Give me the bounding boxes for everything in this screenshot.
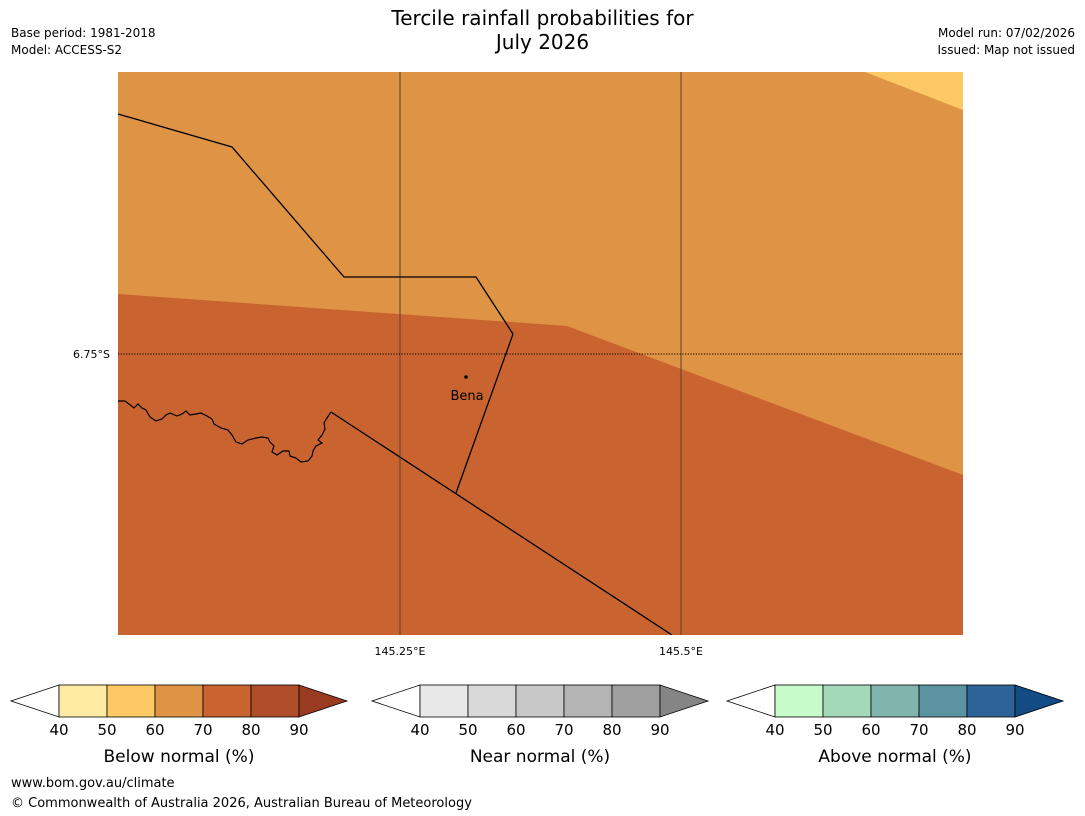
province-boundary-south [330,411,673,635]
legend-near-extend-high [659,684,710,718]
legend-below-extend-high [298,684,349,718]
legend-below-extend-low [9,684,60,718]
footer-copyright: © Commonwealth of Australia 2026, Austra… [11,796,472,811]
legend-below-swatch [250,684,300,718]
legend-above-swatch [918,684,968,718]
base-period: Base period: 1981-2018 [11,26,156,40]
probability-zone-50-60 [865,72,963,110]
legend-above-tick-label: 50 [813,721,832,739]
legend-below-swatch [58,684,108,718]
legend-below-tick-label: 60 [145,721,164,739]
legend-above-normal: 40 50 60 70 80 90 Above normal (%) [725,684,1065,767]
longitude-label-145-25: 145.25°E [375,645,426,658]
legend-below-tick-label: 80 [241,721,260,739]
legend-above-tick-label: 90 [1005,721,1024,739]
title-line-1: Tercile rainfall probabilities for [391,6,694,30]
legend-below-tick-label: 50 [97,721,116,739]
legend-below-tick-label: 70 [193,721,212,739]
legend-below-swatch [106,684,156,718]
town-label: Bena [450,389,483,404]
legend-above-swatch [774,684,824,718]
coastline [118,400,332,463]
legend-below-tick-label: 40 [49,721,68,739]
province-boundary [118,113,514,494]
legend-near-swatch [515,684,565,718]
latitude-label: 6.75°S [73,348,110,361]
legend-near-tick-label: 80 [602,721,621,739]
town-marker[interactable] [464,375,468,379]
footer-url[interactable]: www.bom.gov.au/climate [11,776,175,791]
legend-near-swatch [419,684,469,718]
page-title: Tercile rainfall probabilities for July … [0,6,1085,54]
legend-below-title: Below normal (%) [104,747,255,767]
legend-near-title: Near normal (%) [470,747,610,767]
legend-above-extend-low [725,684,776,718]
legend-near-swatch [467,684,517,718]
legend-below-tick-label: 90 [289,721,308,739]
issued-status: Issued: Map not issued [937,43,1075,57]
legend-near-tick-label: 50 [458,721,477,739]
legend-below-normal: 40 50 60 70 80 90 Below normal (%) [9,684,349,767]
legend-near-tick-label: 60 [506,721,525,739]
title-line-2: July 2026 [495,30,590,54]
legend-near-swatch [611,684,661,718]
legend-below-swatch [202,684,252,718]
longitude-label-145-5: 145.5°E [659,645,703,658]
legend-above-swatch [966,684,1016,718]
legend-above-tick-label: 80 [957,721,976,739]
map-area[interactable] [118,72,963,635]
model-name: Model: ACCESS-S2 [11,43,123,57]
legend-above-swatch [822,684,872,718]
legend-near-extend-low [370,684,421,718]
legend-near-tick-label: 90 [650,721,669,739]
legend-above-tick-label: 70 [909,721,928,739]
legend-above-title: Above normal (%) [818,747,971,767]
legend-above-swatch [870,684,920,718]
probability-zone-70-80 [118,294,963,635]
model-run: Model run: 07/02/2026 [937,26,1075,40]
legend-above-extend-high [1014,684,1065,718]
legend-near-tick-label: 40 [410,721,429,739]
legend-above-tick-label: 40 [765,721,784,739]
legend-below-swatch [154,684,204,718]
legend-near-normal: 40 50 60 70 80 90 Near normal (%) [370,684,710,767]
legend-near-swatch [563,684,613,718]
legend-above-tick-label: 60 [861,721,880,739]
legend-near-tick-label: 70 [554,721,573,739]
